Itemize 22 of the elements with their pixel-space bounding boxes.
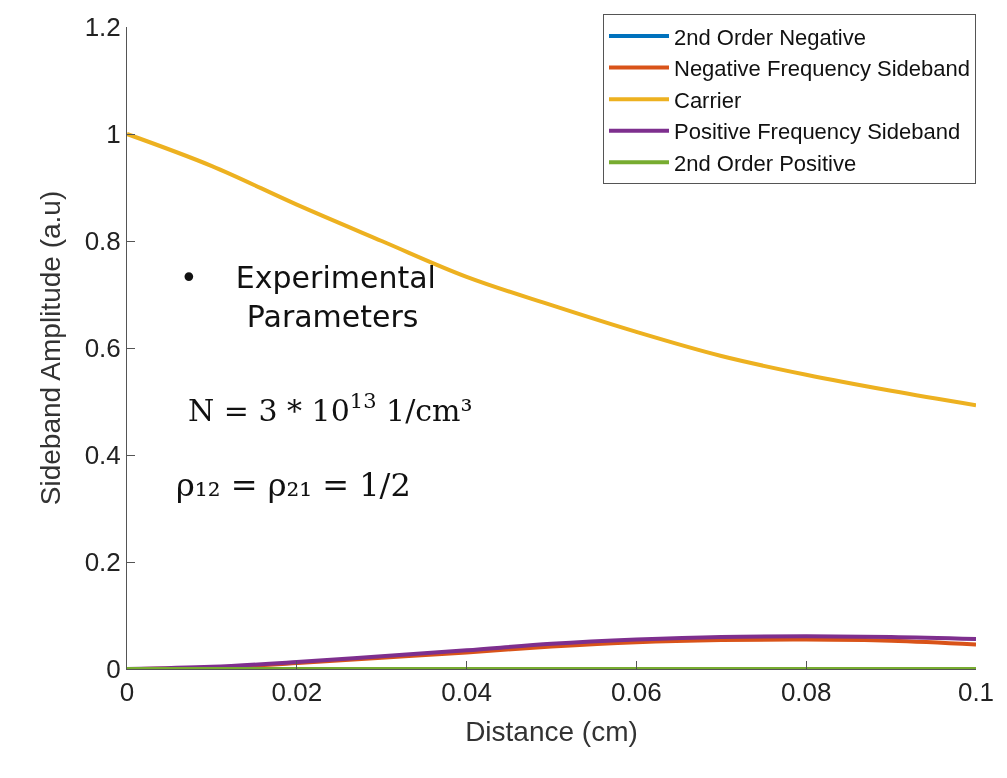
x-tick-label: 0.06 bbox=[611, 677, 662, 708]
annotation: ρ₁₂ = ρ₂₁ = 1/2 bbox=[176, 466, 411, 504]
y-tick-label: 0.2 bbox=[84, 547, 121, 578]
legend-label: Carrier bbox=[674, 87, 742, 113]
y-tick-label: 0 bbox=[106, 654, 121, 685]
y-tick-label: 0.8 bbox=[84, 226, 121, 257]
x-axis-title: Distance (cm) bbox=[465, 716, 638, 748]
x-tick-label: 0.1 bbox=[957, 677, 995, 708]
legend-label: 2nd Order Positive bbox=[674, 150, 857, 176]
legend-label: Negative Frequency Sideband bbox=[674, 56, 970, 82]
y-tick-label: 1 bbox=[106, 119, 121, 150]
x-tick-label: 0.02 bbox=[271, 677, 323, 708]
annotation: N = 3 * 10$^{13}$ 1/cm³ bbox=[188, 389, 473, 428]
annotation: • Experimental Parameters bbox=[180, 260, 436, 334]
x-tick-label: 0.08 bbox=[780, 677, 832, 708]
y-tick-label: 0.6 bbox=[84, 333, 121, 364]
x-tick-label: 0.04 bbox=[441, 677, 492, 708]
legend-label: Positive Frequency Sideband bbox=[674, 119, 961, 145]
y-axis-title: Sideband Amplitude (a.u) bbox=[35, 190, 67, 506]
y-tick-label: 1.2 bbox=[84, 12, 121, 43]
y-tick-label: 0.4 bbox=[84, 440, 121, 471]
legend-label: 2nd Order Negative bbox=[674, 24, 866, 50]
